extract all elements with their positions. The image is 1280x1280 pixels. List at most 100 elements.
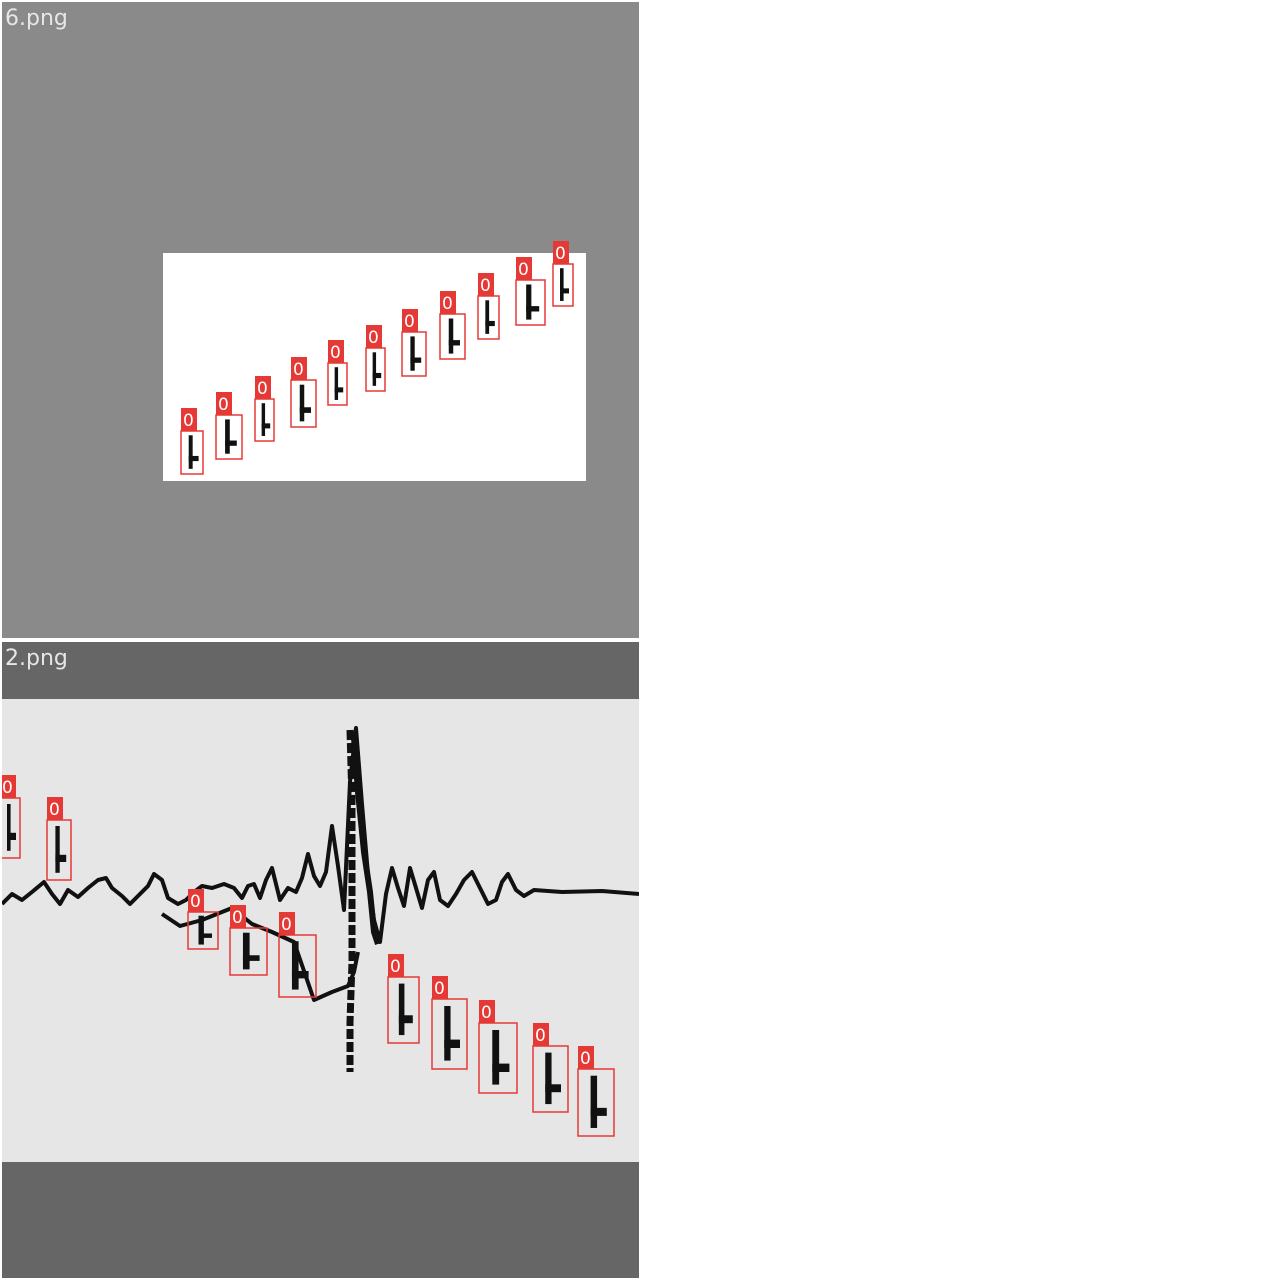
signal-glyph xyxy=(410,336,415,371)
signal-glyph xyxy=(225,419,230,454)
class-label-tag xyxy=(181,408,197,431)
detection-box: 0 xyxy=(387,954,420,1044)
class-label-tag xyxy=(366,325,382,348)
class-label-tag xyxy=(478,273,494,296)
detection-box: 0 xyxy=(215,392,243,460)
detection-box: 0 xyxy=(278,912,317,998)
detection-box: 0 xyxy=(229,905,268,976)
detection-box: 0 xyxy=(290,357,317,428)
waveform-spike-right xyxy=(351,737,381,945)
class-label-tag xyxy=(255,376,271,399)
class-label-tag xyxy=(516,257,532,280)
signal-glyph-foot xyxy=(198,933,212,938)
class-label: 0 xyxy=(390,957,401,977)
signal-glyph-foot xyxy=(398,1015,413,1024)
signal-glyph xyxy=(444,1006,451,1061)
panel-2-png: 2.png 0 0 0 0 0 0 0 0 0 0 xyxy=(2,642,639,1278)
signal-glyph-foot xyxy=(55,854,67,862)
class-label: 0 xyxy=(518,260,529,280)
detection-box: 0 xyxy=(365,325,386,392)
class-label: 0 xyxy=(49,800,60,820)
class-label: 0 xyxy=(218,395,229,415)
signal-glyph-foot xyxy=(444,1039,460,1048)
class-label: 0 xyxy=(232,908,243,928)
signal-glyph xyxy=(492,1030,500,1085)
detection-box: 0 xyxy=(187,889,219,950)
signal-glyph xyxy=(291,941,299,990)
bbox-outline xyxy=(278,934,317,998)
detection-box: 0 xyxy=(478,1000,518,1094)
detection-box: 0 xyxy=(401,309,427,377)
panel-6-canvas: 0 0 0 0 0 0 0 0 0 0 0 xyxy=(163,241,586,481)
signal-glyph-foot xyxy=(545,1084,561,1093)
signal-glyph xyxy=(485,300,490,334)
signal-glyph xyxy=(448,318,454,354)
detection-box: 0 xyxy=(515,257,546,326)
signal-glyph-foot xyxy=(448,340,460,346)
detection-box: 0 xyxy=(477,273,500,340)
signal-glyph-foot xyxy=(291,970,309,979)
class-label-tag xyxy=(2,775,16,798)
bbox-outline xyxy=(431,998,468,1070)
class-label-tag xyxy=(230,905,246,928)
class-label: 0 xyxy=(368,328,379,348)
class-label: 0 xyxy=(190,892,201,912)
class-label: 0 xyxy=(281,915,292,935)
signal-glyph xyxy=(188,435,193,469)
signal-glyph-foot xyxy=(261,423,271,429)
waveform-baseline xyxy=(2,726,639,944)
detection-box: 0 xyxy=(254,376,275,442)
signal-glyph-foot xyxy=(485,320,495,327)
signal-glyph xyxy=(299,384,305,422)
signal-glyph xyxy=(261,403,266,436)
class-label: 0 xyxy=(183,411,194,431)
signal-glyph-foot xyxy=(526,306,540,312)
signal-glyph xyxy=(526,284,532,320)
class-label-tag xyxy=(328,340,344,363)
signal-glyph xyxy=(545,1052,552,1105)
signal-glyph xyxy=(55,826,60,873)
signal-glyph-foot xyxy=(225,440,237,446)
ecg-waveform xyxy=(2,726,639,1072)
bbox-outline xyxy=(532,1045,569,1113)
signal-glyph-foot xyxy=(299,407,311,413)
class-label-tag xyxy=(553,241,569,264)
class-label-tag xyxy=(578,1046,594,1069)
class-label: 0 xyxy=(555,244,566,264)
class-label-tag xyxy=(291,357,307,380)
signal-glyph xyxy=(334,367,339,400)
class-label-tag xyxy=(479,1000,495,1023)
signal-glyph xyxy=(560,268,564,301)
signal-glyph-foot xyxy=(7,832,16,840)
class-label: 0 xyxy=(257,379,268,399)
signal-glyph-foot xyxy=(492,1063,510,1072)
class-label: 0 xyxy=(580,1049,591,1069)
signal-glyph-foot xyxy=(372,372,382,379)
signal-glyph xyxy=(242,932,250,970)
signal-glyphs xyxy=(7,804,607,1128)
detection-box: 0 xyxy=(2,775,21,859)
class-label-tag xyxy=(47,797,63,820)
signal-glyph-foot xyxy=(242,955,260,961)
class-label-tag xyxy=(388,954,404,977)
detection-box: 0 xyxy=(532,1023,569,1113)
signal-glyph xyxy=(590,1075,598,1128)
detection-layer: 0 0 0 0 0 0 0 0 0 0 0 xyxy=(180,241,574,475)
signal-glyph xyxy=(398,983,405,1036)
class-label: 0 xyxy=(293,360,304,380)
class-label-tag xyxy=(432,976,448,999)
class-label: 0 xyxy=(330,343,341,363)
signal-glyph-foot xyxy=(590,1107,607,1116)
detection-box: 0 xyxy=(577,1046,615,1137)
panel-filename: 2.png xyxy=(5,646,68,671)
signal-glyph xyxy=(7,804,11,851)
class-label-tag xyxy=(279,912,295,935)
detection-box: 0 xyxy=(552,241,574,307)
detection-box: 0 xyxy=(46,797,72,881)
panel-filename: 6.png xyxy=(5,6,68,31)
detection-box: 0 xyxy=(439,291,466,360)
class-label: 0 xyxy=(2,778,13,798)
class-label: 0 xyxy=(481,1003,492,1023)
signal-glyph-foot xyxy=(560,288,569,294)
detection-layer: 0 0 0 0 0 0 0 0 0 0 xyxy=(2,775,615,1137)
